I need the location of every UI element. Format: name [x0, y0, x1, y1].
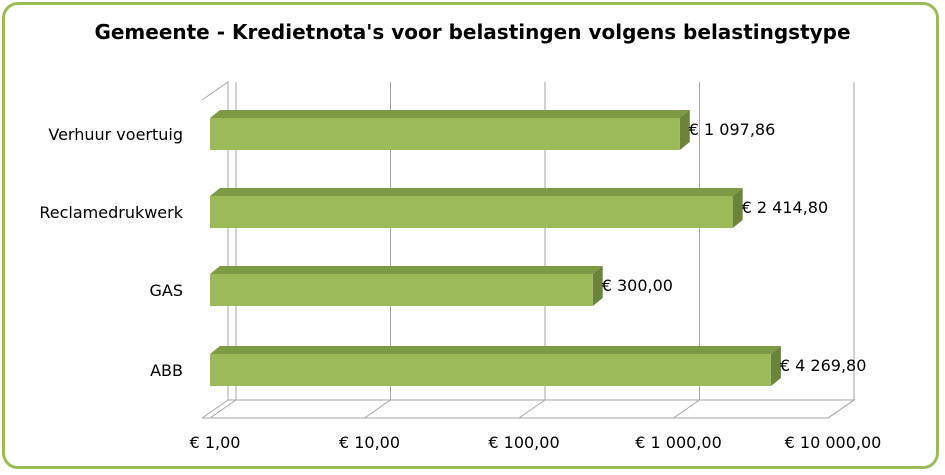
left-wall — [201, 81, 229, 419]
chart-title: Gemeente - Kredietnota's voor belastinge… — [94, 20, 851, 44]
gridline-floor — [518, 399, 546, 419]
category-label: GAS — [150, 281, 184, 300]
floor — [202, 399, 856, 419]
gridline-floor — [364, 399, 391, 419]
bar-top — [210, 346, 781, 354]
bar-top — [210, 188, 743, 196]
category-label: Verhuur voertuig — [48, 125, 183, 144]
data-label: € 1 097,86 — [689, 120, 776, 139]
x-tick-label: € 10,00 — [339, 433, 400, 452]
x-tick-label: € 10 000,00 — [785, 433, 882, 452]
bar — [210, 354, 771, 386]
data-label: € 4 269,80 — [780, 356, 867, 375]
bar-end — [770, 346, 781, 386]
x-tick-label: € 100,00 — [488, 433, 559, 452]
bar-end — [592, 266, 603, 306]
bar — [210, 118, 680, 150]
bar — [210, 196, 733, 228]
bar-top — [210, 110, 690, 118]
bar-top — [210, 266, 603, 274]
x-tick-label: € 1 000,00 — [635, 433, 722, 452]
category-label: ABB — [150, 361, 183, 380]
label-layer: € 1,00 € 10,00 € 100,00 € 1 000,00 € 10 000,… — [39, 120, 881, 452]
x-tick-label: € 1,00 — [190, 433, 241, 452]
gridline-floor — [827, 399, 855, 419]
chart-frame — [2, 2, 939, 469]
bar-end — [679, 110, 690, 150]
bar-end — [732, 188, 743, 228]
bar — [210, 274, 593, 306]
gridline-floor — [209, 399, 237, 419]
data-label: € 2 414,80 — [742, 198, 829, 217]
category-label: Reclamedrukwerk — [39, 203, 183, 222]
data-label: € 300,00 — [602, 276, 673, 295]
gridline-floor — [673, 399, 700, 419]
bar-layer — [210, 110, 781, 386]
